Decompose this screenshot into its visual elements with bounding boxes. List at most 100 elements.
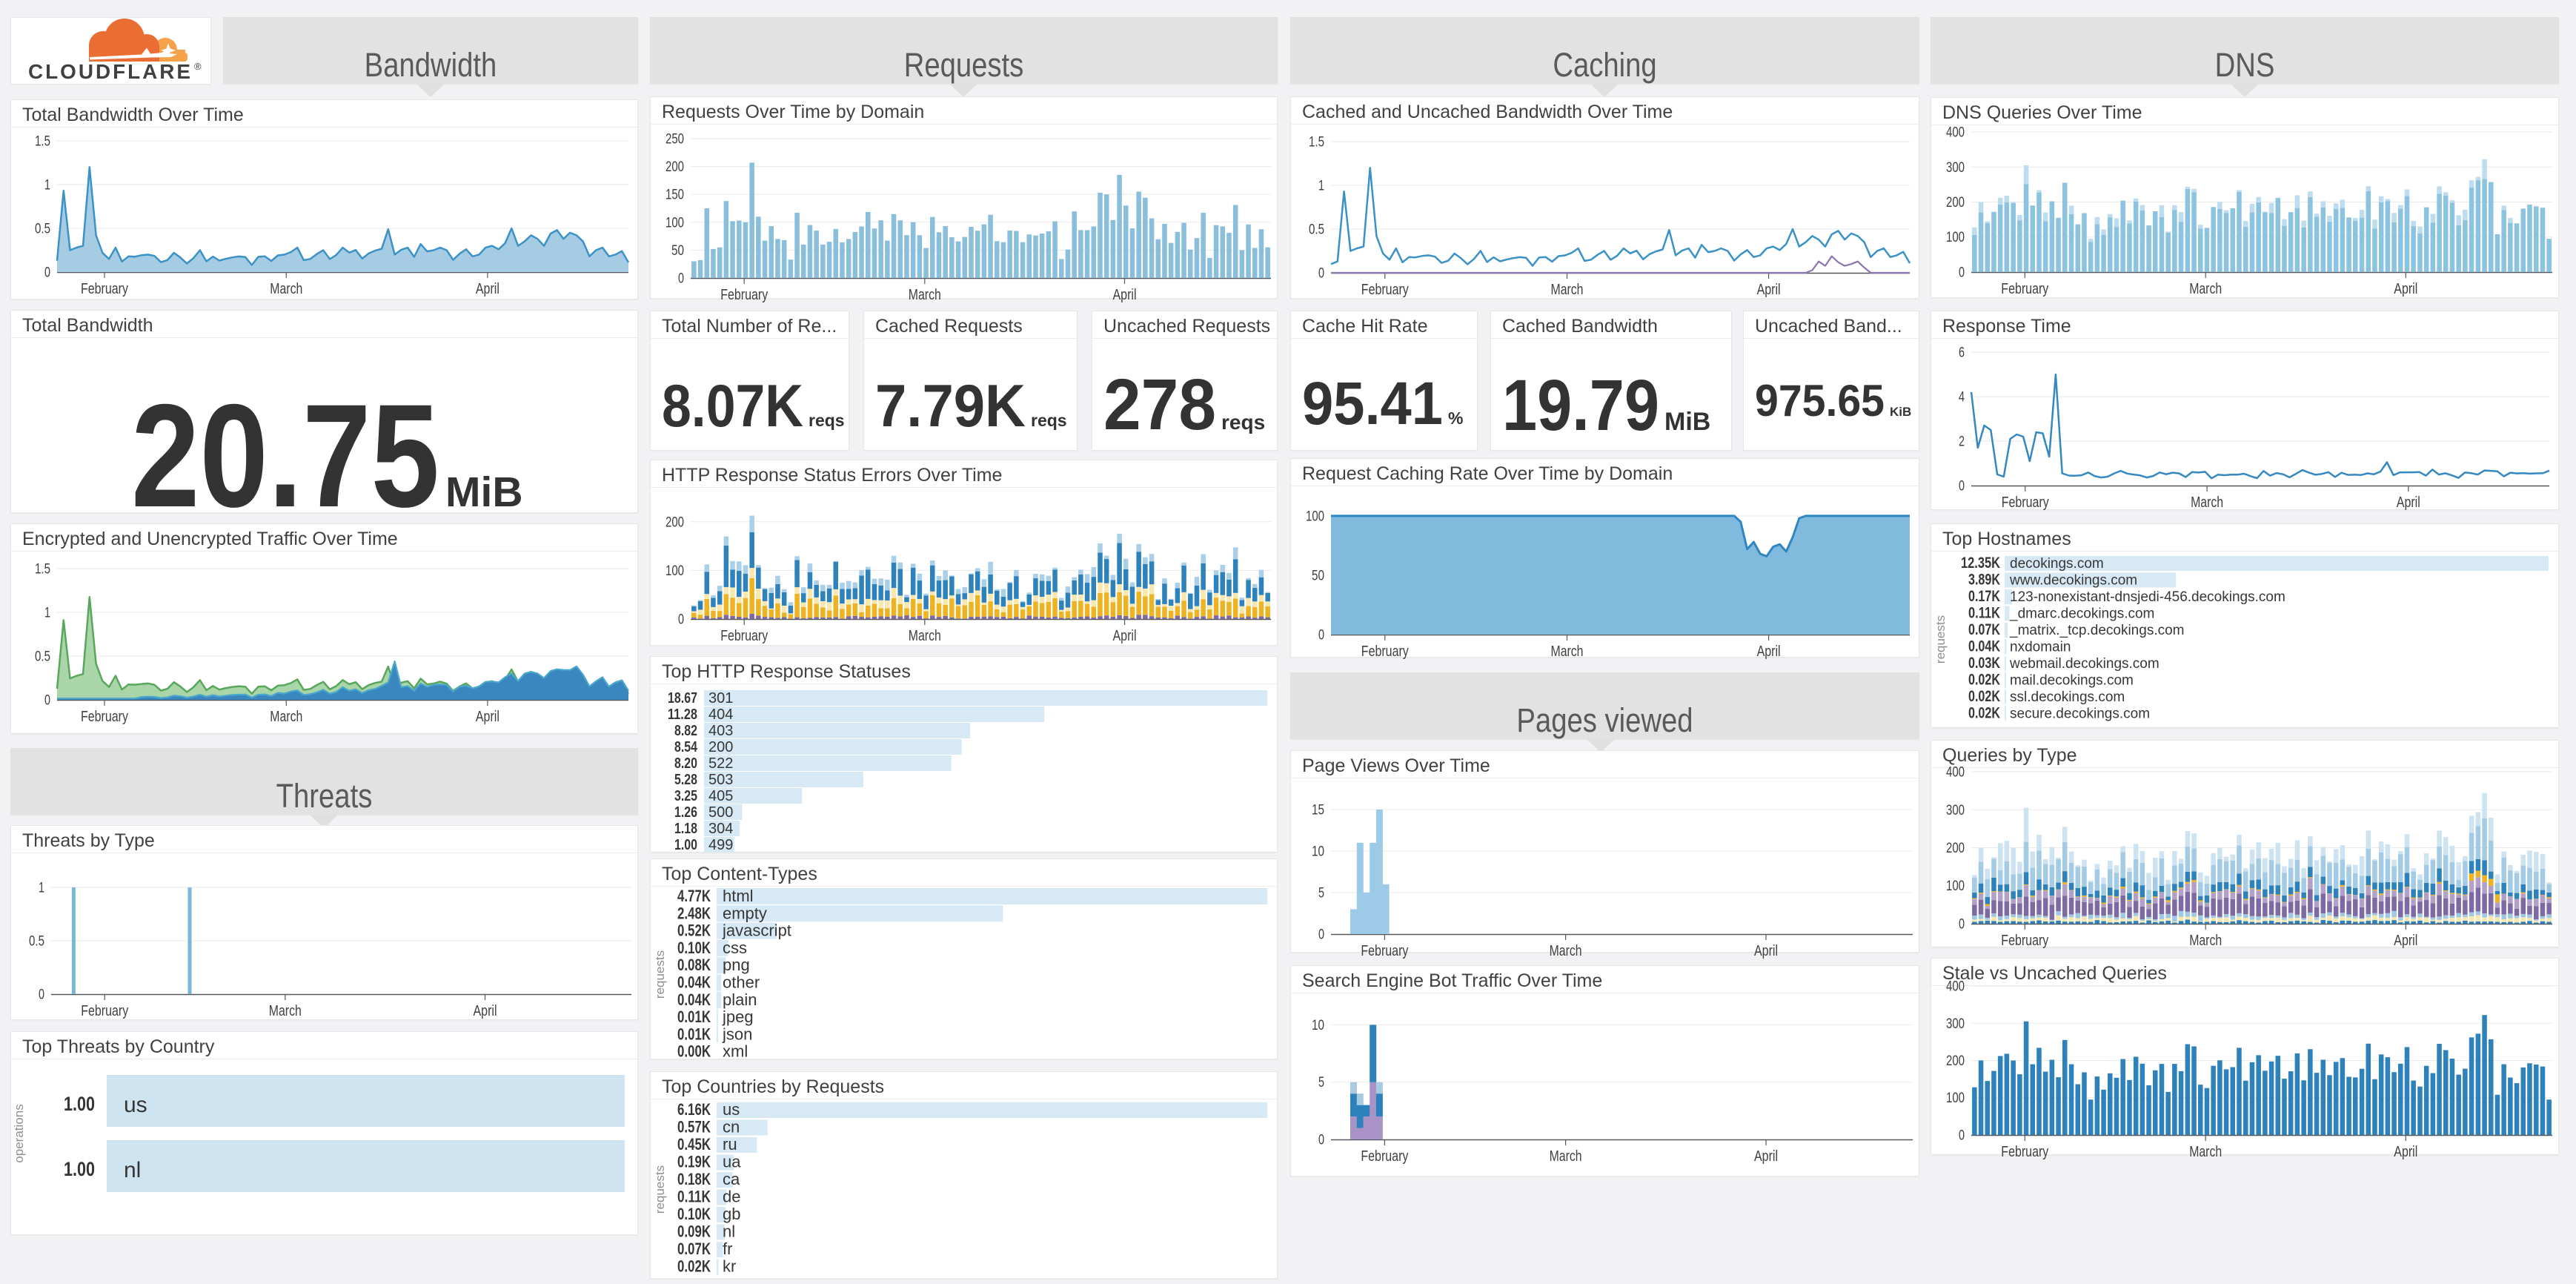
svg-text:95.41: 95.41 xyxy=(1302,370,1443,437)
svg-text:April: April xyxy=(1754,943,1778,959)
svg-text:1: 1 xyxy=(44,606,50,621)
svg-text:1.00: 1.00 xyxy=(64,1093,95,1115)
svg-text:10: 10 xyxy=(1312,844,1324,860)
svg-text:0.18K: 0.18K xyxy=(677,1170,711,1188)
svg-text:0.5: 0.5 xyxy=(35,222,50,237)
svg-text:ua: ua xyxy=(723,1153,741,1171)
svg-text:1: 1 xyxy=(39,881,44,896)
svg-text:1.5: 1.5 xyxy=(1309,135,1324,150)
svg-text:100: 100 xyxy=(1306,509,1324,524)
svg-text:1.18: 1.18 xyxy=(674,821,697,837)
svg-text:0.57K: 0.57K xyxy=(677,1118,711,1136)
svg-text:200: 200 xyxy=(665,514,684,530)
svg-text:0.03K: 0.03K xyxy=(1968,655,2000,672)
svg-text:0.04K: 0.04K xyxy=(1968,638,2000,655)
svg-text:CLOUDFLARE: CLOUDFLARE xyxy=(28,60,193,83)
svg-text:0: 0 xyxy=(1959,1128,1965,1144)
svg-text:0.02K: 0.02K xyxy=(677,1257,711,1276)
svg-text:0.01K: 0.01K xyxy=(677,1007,711,1026)
svg-text:reqs: reqs xyxy=(809,411,845,430)
svg-text:400: 400 xyxy=(1946,979,1965,995)
svg-text:requests: requests xyxy=(1933,615,1948,663)
svg-text:301: 301 xyxy=(708,690,733,706)
svg-text:jpeg: jpeg xyxy=(722,1007,754,1026)
svg-text:11.28: 11.28 xyxy=(668,706,697,723)
svg-text:March: March xyxy=(270,709,302,725)
svg-text:5.28: 5.28 xyxy=(674,772,697,788)
svg-text:278: 278 xyxy=(1103,364,1216,445)
svg-text:April: April xyxy=(2397,494,2420,511)
svg-text:6: 6 xyxy=(1959,345,1965,361)
svg-text:0.52K: 0.52K xyxy=(677,921,711,940)
svg-text:April: April xyxy=(1113,628,1137,644)
svg-text:250: 250 xyxy=(665,132,684,148)
svg-text:0: 0 xyxy=(1318,628,1324,643)
svg-text:0.11K: 0.11K xyxy=(1968,605,2000,622)
svg-text:ru: ru xyxy=(723,1135,737,1154)
svg-text:March: March xyxy=(2189,933,2222,949)
svg-text:522: 522 xyxy=(708,755,733,772)
svg-text:February: February xyxy=(2001,281,2048,297)
svg-text:0: 0 xyxy=(1959,265,1965,281)
svg-text:javascript: javascript xyxy=(722,921,791,940)
svg-text:200: 200 xyxy=(1946,195,1965,211)
svg-text:March: March xyxy=(270,281,302,297)
svg-text:200: 200 xyxy=(665,159,684,175)
svg-text:0.01K: 0.01K xyxy=(677,1025,711,1043)
svg-text:reqs: reqs xyxy=(1221,411,1265,434)
svg-text:secure.decokings.com: secure.decokings.com xyxy=(2010,706,2150,722)
svg-text:8.07K: 8.07K xyxy=(662,373,803,440)
svg-text:0.19K: 0.19K xyxy=(677,1153,711,1171)
svg-text:requests: requests xyxy=(653,1165,667,1214)
svg-text:15: 15 xyxy=(1312,803,1324,818)
svg-text:403: 403 xyxy=(708,723,733,739)
svg-text:_matrix._tcp.decokings.com: _matrix._tcp.decokings.com xyxy=(2009,623,2185,638)
svg-text:0: 0 xyxy=(44,265,50,281)
svg-text:us: us xyxy=(723,1100,740,1119)
svg-text:css: css xyxy=(723,939,747,957)
svg-text:150: 150 xyxy=(665,188,684,203)
svg-text:300: 300 xyxy=(1946,1016,1965,1032)
svg-text:4.77K: 4.77K xyxy=(677,887,711,905)
svg-text:8.20: 8.20 xyxy=(674,755,697,772)
svg-text:100: 100 xyxy=(665,563,684,579)
svg-text:1: 1 xyxy=(44,178,50,193)
svg-text:March: March xyxy=(269,1003,302,1019)
svg-text:1.26: 1.26 xyxy=(674,804,697,821)
svg-text:7.79K: 7.79K xyxy=(875,373,1026,440)
svg-text:5: 5 xyxy=(1318,1075,1324,1091)
svg-text:123-nonexistant-dnsjedi-456.de: 123-nonexistant-dnsjedi-456.decokings.co… xyxy=(2010,589,2285,605)
svg-text:operations: operations xyxy=(12,1104,26,1162)
svg-text:0: 0 xyxy=(1318,266,1324,282)
svg-text:4: 4 xyxy=(1959,390,1965,406)
svg-text:MiB: MiB xyxy=(445,469,522,516)
svg-text:0.11K: 0.11K xyxy=(677,1188,711,1206)
svg-text:50: 50 xyxy=(1312,569,1324,584)
svg-text:0: 0 xyxy=(1318,927,1324,943)
svg-text:KiB: KiB xyxy=(1890,405,1911,419)
svg-text:499: 499 xyxy=(708,837,733,853)
svg-text:2.48K: 2.48K xyxy=(677,904,711,922)
svg-text:8.82: 8.82 xyxy=(674,723,697,739)
svg-text:0.17K: 0.17K xyxy=(1968,588,2000,605)
svg-text:1.00: 1.00 xyxy=(64,1158,95,1180)
svg-text:503: 503 xyxy=(708,772,733,788)
svg-text:0: 0 xyxy=(678,271,684,287)
svg-text:March: March xyxy=(909,628,941,644)
svg-text:February: February xyxy=(2001,933,2048,949)
svg-text:400: 400 xyxy=(1946,765,1965,781)
svg-text:April: April xyxy=(1757,643,1781,660)
svg-text:%: % xyxy=(1448,408,1463,428)
svg-text:xml: xml xyxy=(723,1042,748,1061)
svg-text:April: April xyxy=(2394,281,2417,297)
svg-text:0.10K: 0.10K xyxy=(677,1205,711,1223)
svg-text:0.10K: 0.10K xyxy=(677,939,711,957)
svg-text:April: April xyxy=(1757,282,1781,298)
svg-text:304: 304 xyxy=(708,821,733,837)
svg-text:200: 200 xyxy=(708,739,733,755)
svg-text:nl: nl xyxy=(723,1222,735,1241)
svg-text:0.02K: 0.02K xyxy=(1968,705,2000,722)
svg-text:February: February xyxy=(2001,1144,2048,1160)
svg-text:decokings.com: decokings.com xyxy=(2010,556,2104,572)
svg-text:February: February xyxy=(720,628,768,644)
